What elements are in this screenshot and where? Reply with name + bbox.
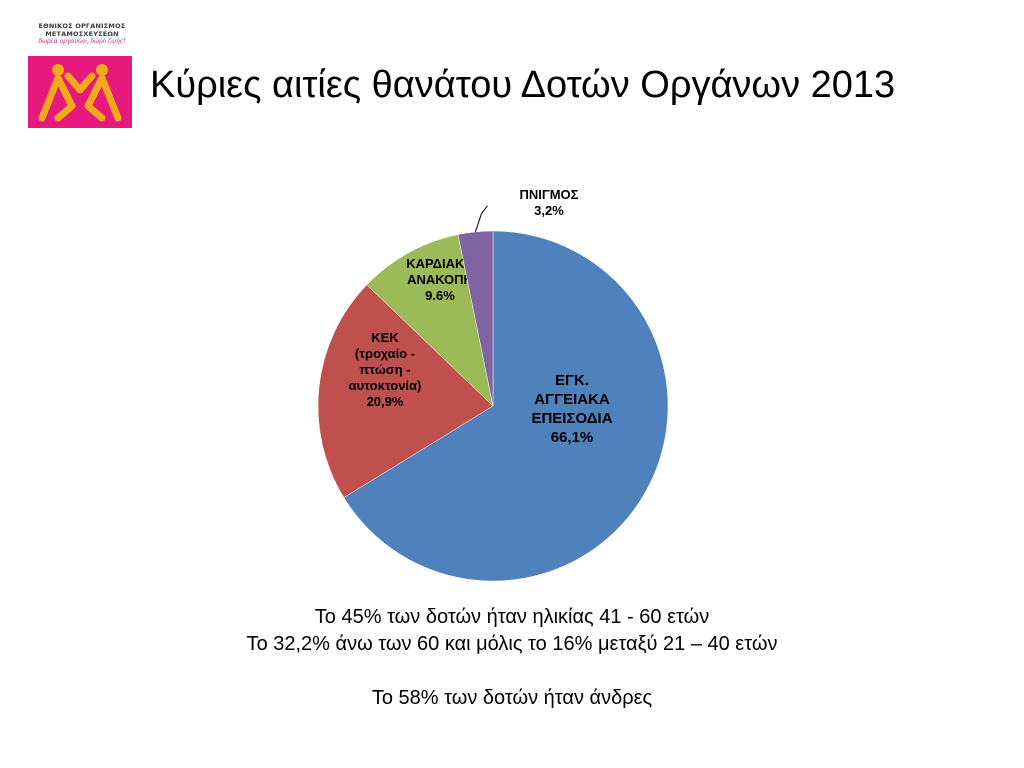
note-spacer <box>0 658 1024 685</box>
pie-label-3-line-3: 9.6% <box>425 288 455 303</box>
pie-label-1-line-4: 66,1% <box>551 429 594 446</box>
logo-org-line-2: ΜΕΤΑΜΟΣΧΕΥΣΕΩΝ <box>45 30 119 38</box>
note-line-1: Το 45% των δοτών ήταν ηλικίας 41 - 60 ετ… <box>314 606 710 628</box>
pie-label-4-line-1: ΠΝΙΓΜΟΣ <box>520 187 579 202</box>
pie-label-3: ΚΑΡΔΙΑΚΗ ΑΝΑΚΟΠΗ 9.6% <box>406 256 474 303</box>
pie-label-3-line-2: ΑΝΑΚΟΠΗ <box>407 272 473 287</box>
pie-slice-1 <box>343 230 669 582</box>
pie-label-2-line-2: (τροχαίο - <box>355 346 415 361</box>
note-line-2: Το 32,2% άνω των 60 και μόλις το 16% μετ… <box>246 633 778 655</box>
pie-label-1-line-2: ΑΓΓΕΙΑΚΑ <box>534 391 610 408</box>
pie-label-3-line-1: ΚΑΡΔΙΑΚΗ <box>406 256 474 271</box>
pie-slice-2 <box>317 284 494 498</box>
pie-label-1: ΕΓΚ. ΑΓΓΕΙΑΚΑ ΕΠΕΙΣΟΔΙΑ 66,1% <box>531 372 612 446</box>
pie-slice-3 <box>366 234 494 407</box>
notes: Το 45% των δοτών ήταν ηλικίας 41 - 60 ετ… <box>0 604 1024 712</box>
pie-label-4-line-2: 3,2% <box>534 203 564 218</box>
pie-leader-line <box>474 205 488 233</box>
pie-label-2: ΚΕΚ (τροχαίο -πτώση -αυτοκτονία) 20,9% <box>349 330 422 409</box>
pie-label-1-line-3: ΕΠΕΙΣΟΔΙΑ <box>531 410 612 427</box>
pie-label-1-line-1: ΕΓΚ. <box>555 372 589 389</box>
page-title: Κύριες αιτίες θανάτου Δοτών Οργάνων 2013 <box>150 64 896 106</box>
pie-label-2-line-1: ΚΕΚ <box>371 330 399 345</box>
pie-label-2-line-4: αυτοκτονία) <box>349 378 422 393</box>
pie-label-2-line-5: 20,9% <box>367 394 404 409</box>
pie-label-2-line-3: πτώση - <box>359 362 410 377</box>
note-line-3: Το 58% των δοτών ήταν άνδρες <box>371 687 653 709</box>
logo: ΕΘΝΙΚΟΣ ΟΡΓΑΝΙΣΜΟΣ ΜΕΤΑΜΟΣΧΕΥΣΕΩΝ δωρεά … <box>26 22 138 130</box>
logo-mark-icon <box>28 56 132 128</box>
pie-label-4: ΠΝΙΓΜΟΣ 3,2% <box>520 187 579 218</box>
logo-org-line-1: ΕΘΝΙΚΟΣ ΟΡΓΑΝΙΣΜΟΣ <box>38 22 126 30</box>
pie-chart: ΕΓΚ. ΑΓΓΕΙΑΚΑ ΕΠΕΙΣΟΔΙΑ 66,1% ΚΕΚ (τροχαίο -π… <box>317 187 669 582</box>
logo-slogan: δωρεά οργάνων, δώρο ζωής! <box>38 38 126 45</box>
